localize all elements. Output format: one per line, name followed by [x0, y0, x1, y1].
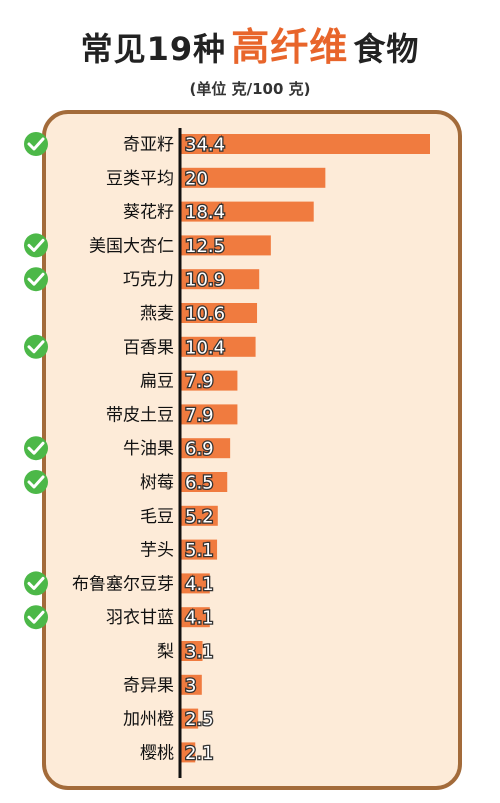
category-label: 葵花籽 — [123, 203, 174, 223]
check-icon — [24, 436, 48, 461]
category-label: 芋头 — [140, 541, 174, 561]
category-label: 巧克力 — [123, 270, 174, 290]
data-label: 10.4 — [185, 337, 225, 358]
category-label: 羽衣甘蓝 — [106, 608, 174, 628]
data-label: 12.5 — [185, 236, 225, 257]
data-label: 2.1 — [185, 743, 214, 764]
category-label: 美国大杏仁 — [89, 236, 174, 256]
data-label: 4.1 — [185, 608, 214, 629]
bar — [180, 472, 228, 492]
category-label: 带皮土豆 — [106, 405, 174, 425]
data-label: 34.4 — [185, 135, 225, 156]
data-label: 7.9 — [185, 371, 214, 392]
bar — [180, 134, 430, 154]
check-icon — [24, 132, 48, 156]
category-label: 燕麦 — [140, 304, 174, 324]
category-label: 樱桃 — [140, 743, 174, 763]
data-label: 10.6 — [185, 304, 225, 325]
category-label: 牛油果 — [123, 439, 174, 459]
title-highlight: 高纤维 — [231, 25, 349, 69]
check-icon — [24, 605, 48, 630]
bar — [180, 201, 314, 222]
bar — [180, 674, 202, 695]
check-icon — [24, 334, 48, 359]
bar — [180, 573, 210, 594]
bar — [180, 336, 256, 357]
title-part-2: 食物 — [353, 30, 420, 68]
bar — [180, 438, 231, 459]
bar — [180, 404, 238, 425]
data-label: 18.4 — [185, 202, 225, 223]
data-label: 6.5 — [185, 473, 214, 494]
category-label: 布鲁塞尔豆芽 — [72, 574, 174, 594]
chart-panel — [42, 110, 462, 790]
check-icon — [24, 470, 48, 494]
bar — [180, 269, 260, 290]
data-label: 7.9 — [185, 405, 214, 426]
data-label: 10.9 — [185, 270, 225, 291]
data-label: 5.2 — [185, 506, 214, 527]
check-icon — [24, 571, 48, 596]
category-label: 毛豆 — [140, 507, 174, 527]
bar — [180, 303, 258, 323]
category-label: 豆类平均 — [106, 169, 174, 189]
data-label: 6.9 — [185, 439, 214, 460]
category-label: 树莓 — [140, 473, 174, 493]
data-label: 2.5 — [185, 709, 214, 730]
category-label: 百香果 — [123, 338, 174, 358]
title-part-1: 常见19种 — [80, 30, 227, 68]
category-label: 奇异果 — [123, 676, 174, 696]
data-label: 4.1 — [185, 574, 214, 595]
bar — [180, 505, 218, 526]
category-label: 扁豆 — [140, 372, 174, 392]
data-label: 5.1 — [185, 540, 214, 561]
check-icon — [24, 233, 48, 258]
chart-subtitle: (单位 克/100 克) — [189, 80, 311, 98]
bar — [180, 607, 210, 628]
category-label: 梨 — [157, 642, 174, 662]
data-label: 20 — [185, 168, 208, 189]
bar — [180, 370, 238, 391]
category-label: 加州橙 — [123, 710, 174, 730]
bar — [180, 708, 199, 729]
check-icon — [24, 267, 48, 292]
bar — [180, 742, 196, 763]
data-label: 3 — [185, 675, 196, 696]
category-label: 奇亚籽 — [123, 135, 174, 155]
data-label: 3.1 — [185, 642, 214, 663]
bar — [180, 539, 218, 560]
bar — [180, 167, 326, 188]
chart-title: 常见19种 高纤维 食物 — [0, 16, 500, 71]
bar — [180, 235, 271, 256]
bar — [180, 641, 203, 661]
